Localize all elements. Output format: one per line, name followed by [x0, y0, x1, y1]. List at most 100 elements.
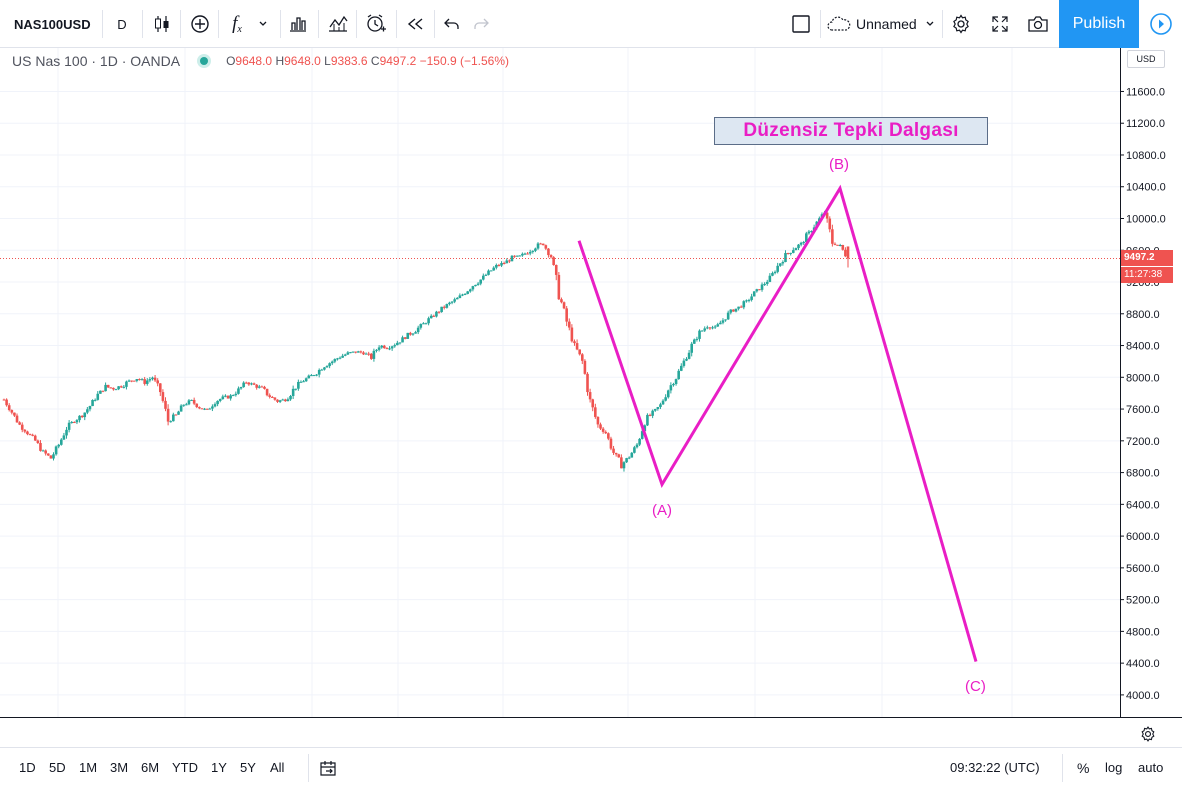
candle-body	[242, 382, 245, 388]
symbol-search-button[interactable]: NAS100USD	[6, 8, 102, 40]
goto-date-button[interactable]	[318, 756, 340, 780]
candle-body	[91, 400, 94, 407]
grid	[0, 48, 1120, 717]
fullscreen-layout-button[interactable]	[786, 8, 816, 40]
candle-body	[437, 311, 441, 313]
range-button-1m[interactable]: 1M	[79, 760, 98, 775]
market-status-dot[interactable]	[200, 57, 209, 65]
layout-menu-button[interactable]: Unnamed	[826, 8, 940, 40]
candle-body	[289, 396, 292, 400]
alert-button[interactable]	[360, 8, 392, 40]
price-axis[interactable]: 11600.011200.010800.010400.010000.09600.…	[1120, 86, 1166, 702]
candle-body	[143, 379, 146, 384]
log-scale-toggle[interactable]: log	[1105, 760, 1123, 775]
chart-settings-button[interactable]	[1136, 722, 1160, 746]
candle-body	[669, 385, 673, 391]
wave-b-label[interactable]: (B)	[829, 156, 849, 173]
currency-badge[interactable]: USD	[1127, 50, 1165, 68]
calendar-range-icon	[320, 761, 336, 776]
range-button-6m[interactable]: 6M	[141, 760, 160, 775]
chart-svg[interactable]: 11600.011200.010800.010400.010000.09600.…	[0, 48, 1182, 718]
publish-button[interactable]: Publish	[1059, 0, 1139, 48]
candle-body	[726, 312, 730, 320]
percent-scale-toggle[interactable]: %	[1077, 760, 1090, 776]
range-button-1y[interactable]: 1Y	[211, 760, 227, 775]
price-tick-label: 8400.0	[1126, 341, 1160, 353]
candle-body	[67, 422, 71, 430]
candle-body	[93, 399, 97, 401]
candle-body	[544, 245, 548, 249]
range-button-5d[interactable]: 5D	[49, 760, 66, 775]
candle-body	[13, 412, 16, 416]
candle-body	[656, 407, 660, 409]
candle-body	[338, 357, 342, 359]
candle-body	[541, 243, 545, 246]
financials-button[interactable]	[282, 8, 314, 40]
utc-clock[interactable]: 09:32:22 (UTC)	[950, 760, 1040, 775]
candle-body	[88, 406, 92, 410]
chart-area[interactable]: 11600.011200.010800.010400.010000.09600.…	[0, 48, 1182, 742]
candle-body	[166, 408, 170, 422]
chart-type-button[interactable]	[146, 8, 178, 40]
candle-body	[703, 328, 707, 331]
settings-button[interactable]	[946, 8, 976, 40]
candle-body	[583, 360, 587, 374]
wave-a-label[interactable]: (A)	[652, 502, 672, 519]
divider	[820, 10, 821, 38]
price-tick-label: 4400.0	[1126, 658, 1160, 670]
candle-body	[161, 392, 165, 401]
candle-body	[330, 361, 334, 364]
candle-body	[109, 387, 113, 389]
templates-button[interactable]	[322, 8, 354, 40]
high-value: 9648.0	[284, 54, 321, 68]
candle-body	[20, 424, 24, 430]
publish-options-button[interactable]	[1139, 0, 1182, 48]
candle-body	[752, 291, 756, 297]
range-button-ytd[interactable]: YTD	[172, 760, 198, 775]
candle-body	[810, 230, 813, 232]
wave-title-annotation[interactable]: Düzensiz Tepki Dalgası	[714, 117, 988, 145]
compare-button[interactable]	[184, 8, 216, 40]
snapshot-button[interactable]	[1023, 8, 1053, 40]
interval-button[interactable]: D	[106, 8, 138, 40]
symbol-label: NAS100USD	[14, 16, 91, 32]
ohlc-values: O9648.0 H9648.0 L9383.6 C9497.2 −150.9 (…	[226, 54, 509, 68]
redo-button[interactable]	[466, 8, 496, 40]
candle-body	[745, 300, 748, 302]
candle-body	[7, 405, 11, 411]
fullscreen-button[interactable]	[985, 8, 1015, 40]
candle-body	[356, 351, 360, 353]
undo-button[interactable]	[437, 8, 467, 40]
divider	[318, 10, 319, 38]
candle-body	[614, 452, 618, 455]
candle-body	[367, 353, 370, 355]
candle-body	[304, 378, 308, 382]
candle-body	[734, 308, 738, 312]
candle-body	[463, 293, 467, 295]
range-button-1d[interactable]: 1D	[19, 760, 36, 775]
candle-body	[557, 274, 561, 300]
candle-body	[380, 345, 384, 348]
gear-icon	[953, 14, 969, 34]
replay-button[interactable]	[400, 8, 432, 40]
candle-body	[721, 320, 725, 323]
candle-body	[46, 453, 50, 456]
candle-body	[690, 343, 694, 353]
candle-body	[78, 415, 81, 421]
auto-scale-toggle[interactable]: auto	[1138, 760, 1164, 775]
range-button-5y[interactable]: 5Y	[240, 760, 256, 775]
candle-body	[643, 425, 647, 432]
candle-body	[164, 400, 167, 409]
candle-body	[153, 377, 157, 381]
range-button-all[interactable]: All	[270, 760, 285, 775]
candle-body	[172, 414, 175, 422]
candle-body	[208, 408, 212, 410]
candle-body	[140, 379, 144, 381]
range-button-3m[interactable]: 3M	[110, 760, 129, 775]
wave-c-label[interactable]: (C)	[965, 678, 986, 695]
candle-body	[831, 229, 834, 244]
candle-body	[297, 381, 300, 389]
low-value: 9383.6	[330, 54, 368, 68]
